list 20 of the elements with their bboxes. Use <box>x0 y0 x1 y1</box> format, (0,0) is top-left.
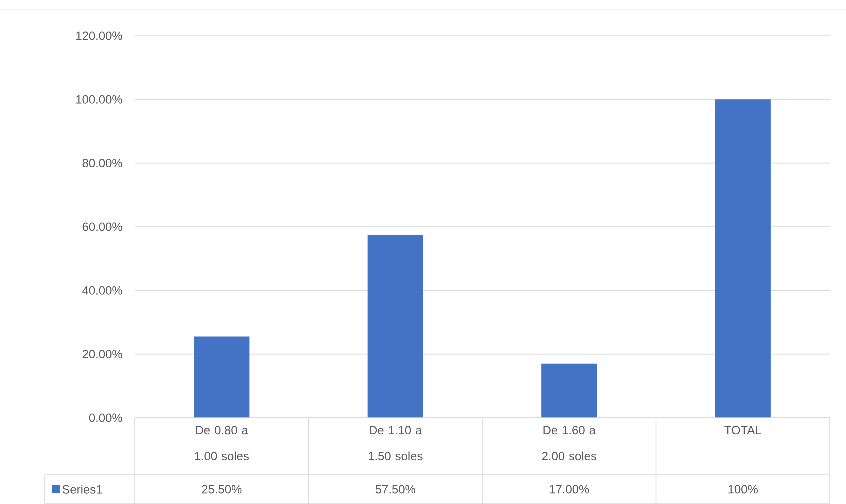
data-label: 17.00% <box>550 485 590 494</box>
y-tick-label: 100.00% <box>76 95 122 104</box>
bar <box>542 364 598 418</box>
x-tick-label: TOTAL <box>724 426 762 435</box>
data-label: 100% <box>728 485 758 494</box>
y-tick-label: 0.00% <box>89 414 122 422</box>
y-tick-label: 80.00% <box>82 159 122 168</box>
data-label: 25.50% <box>202 485 242 494</box>
category-label: De 1.60 a 2.00 soles <box>542 426 597 461</box>
y-tick-label: 60.00% <box>82 222 122 232</box>
legend-label: Series1 <box>62 485 102 494</box>
y-tick-label: 120.00% <box>76 32 122 40</box>
y-tick-label: 40.00% <box>82 286 122 295</box>
y-tick-label: 20.00% <box>82 350 122 359</box>
category-label: De 0.80 a 1.00 soles <box>195 426 250 461</box>
bar <box>368 234 424 418</box>
bar <box>715 100 771 418</box>
bar <box>194 336 250 418</box>
data-label: 57.50% <box>376 485 416 494</box>
category-label: De 1.10 a 1.50 soles <box>368 426 423 461</box>
